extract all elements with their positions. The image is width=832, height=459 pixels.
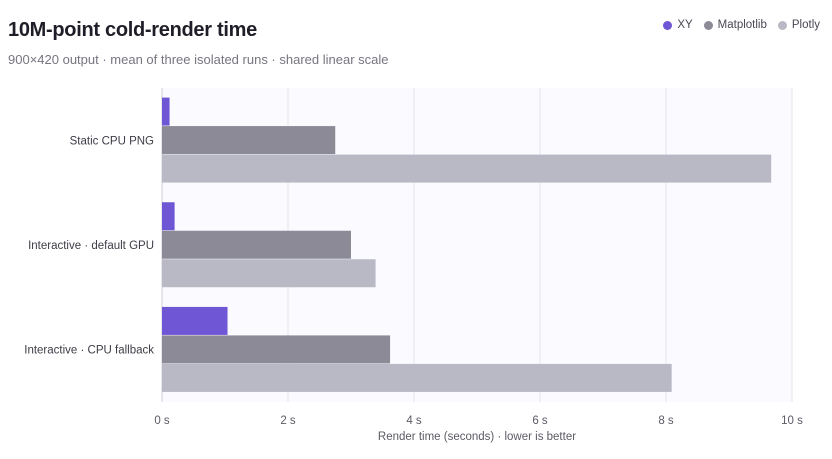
bar-xy[interactable] [162, 97, 170, 126]
bar-xy[interactable] [162, 202, 175, 231]
bar-matplotlib[interactable] [162, 335, 391, 364]
x-tick-label: 8 s [658, 415, 674, 427]
bar-xy[interactable] [162, 306, 228, 335]
legend-swatch-matplotlib [703, 20, 713, 30]
category-label: Interactive · default GPU [28, 240, 154, 252]
legend-label-plotly: Plotly [791, 19, 820, 31]
bar-plotly[interactable] [162, 363, 672, 392]
bars [162, 97, 772, 392]
bar-plotly[interactable] [162, 259, 376, 288]
x-tick-label: 0 s [154, 415, 170, 427]
bar-matplotlib[interactable] [162, 230, 351, 259]
legend-label-xy: XY [677, 19, 693, 31]
legend: XY Matplotlib Plotly [663, 19, 820, 31]
category-label: Interactive · CPU fallback [24, 345, 154, 357]
x-tick-label: 4 s [406, 415, 422, 427]
chart-title: 10M-point cold-render time [8, 19, 257, 41]
legend-swatch-xy [663, 20, 673, 30]
bar-matplotlib[interactable] [162, 126, 336, 155]
legend-swatch-plotly [777, 20, 787, 30]
category-labels: Static CPU PNG Interactive · default GPU I… [24, 135, 154, 356]
chart-subtitle: 900×420 output · mean of three isolated … [8, 52, 389, 67]
x-tick-labels: 0 s 2 s 4 s 6 s 8 s 10 s [154, 415, 803, 427]
x-axis-title: Render time (seconds) · lower is better [378, 431, 576, 443]
category-label: Static CPU PNG [70, 135, 154, 147]
x-tick-label: 6 s [532, 415, 548, 427]
legend-label-matplotlib: Matplotlib [717, 19, 767, 31]
legend-item-matplotlib[interactable]: Matplotlib [703, 19, 767, 31]
legend-item-plotly[interactable]: Plotly [777, 19, 820, 31]
bar-plotly[interactable] [162, 154, 772, 183]
x-tick-label: 10 s [781, 415, 803, 427]
x-tick-label: 2 s [280, 415, 296, 427]
legend-item-xy[interactable]: XY [663, 19, 693, 31]
